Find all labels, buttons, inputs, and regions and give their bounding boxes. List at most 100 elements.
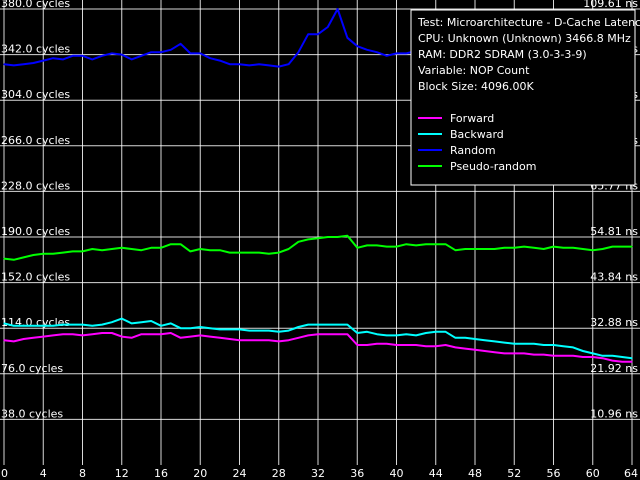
data-point-pseudo-random [327, 236, 329, 238]
y-tick-right-label: 10.96 ns [590, 407, 638, 420]
data-point-backward [42, 325, 44, 327]
data-point-backward [209, 327, 211, 329]
data-point-backward [81, 324, 84, 326]
data-point-backward [415, 334, 417, 336]
x-tick-label: 8 [79, 467, 86, 480]
data-point-backward [170, 322, 172, 324]
y-tick-left-label: 266.0 cycles [1, 134, 70, 147]
data-point-backward [199, 326, 201, 328]
data-point-backward [464, 337, 466, 339]
data-point-pseudo-random [435, 243, 437, 245]
data-point-random [405, 52, 407, 55]
data-point-forward [562, 355, 564, 357]
data-point-forward [180, 337, 182, 339]
series-points-forward [3, 332, 633, 363]
data-point-pseudo-random [13, 259, 15, 261]
data-point-backward [405, 333, 407, 335]
data-point-random [268, 64, 270, 66]
data-point-pseudo-random [513, 247, 515, 249]
data-point-pseudo-random [131, 248, 133, 250]
data-point-forward [484, 350, 486, 352]
x-axis-labels: 0 4 8 12 16 20 24 28 32 36 40 44 48 52 56 60 64 [1, 467, 638, 480]
data-point-pseudo-random [376, 244, 378, 246]
data-point-random [386, 55, 388, 57]
data-point-forward [317, 333, 319, 335]
data-point-random [238, 63, 241, 65]
data-point-forward [503, 352, 505, 354]
data-point-backward [327, 324, 329, 326]
data-point-random [346, 37, 348, 39]
data-point-random [317, 33, 319, 35]
y-axis-left-labels: 380.0 cycles 342.0 cycles 304.0 cycles 266.… [1, 0, 70, 420]
data-point-pseudo-random [572, 247, 574, 249]
data-point-backward [366, 331, 368, 333]
data-point-pseudo-random [395, 246, 398, 248]
data-point-random [3, 63, 5, 65]
data-point-pseudo-random [337, 236, 339, 238]
data-point-forward [42, 336, 44, 338]
data-point-forward [23, 338, 25, 340]
data-point-backward [278, 331, 280, 333]
y-tick-left-label: 228.0 cycles [1, 179, 70, 192]
data-point-forward [81, 334, 84, 336]
data-point-pseudo-random [592, 249, 594, 251]
data-point-forward [415, 344, 417, 346]
data-point-forward [386, 343, 388, 345]
data-point-backward [307, 324, 309, 326]
data-point-random [13, 64, 15, 66]
data-point-pseudo-random [356, 247, 358, 249]
data-point-random [258, 63, 260, 65]
data-point-pseudo-random [297, 241, 299, 243]
data-point-pseudo-random [543, 248, 545, 250]
data-point-forward [32, 337, 35, 339]
data-point-random [209, 57, 211, 59]
x-tick-label: 56 [547, 467, 561, 480]
data-point-backward [356, 332, 358, 334]
grid-lines [0, 0, 640, 465]
data-point-pseudo-random [72, 250, 74, 252]
data-point-backward [562, 345, 564, 347]
data-point-backward [111, 321, 113, 323]
x-tick-label: 36 [350, 467, 364, 480]
data-point-pseudo-random [91, 248, 93, 250]
data-point-forward [376, 343, 378, 345]
data-point-forward [533, 354, 535, 356]
data-point-forward [72, 333, 74, 335]
data-point-backward [543, 344, 545, 346]
data-point-backward [425, 332, 427, 334]
data-point-backward [131, 322, 133, 324]
data-point-random [111, 52, 113, 55]
x-tick-label: 40 [390, 467, 404, 480]
x-tick-label: 32 [311, 467, 325, 480]
data-point-forward [405, 344, 407, 346]
data-point-pseudo-random [386, 246, 388, 248]
x-tick-label: 20 [193, 467, 207, 480]
x-tick-label: 64 [624, 467, 638, 480]
data-point-backward [238, 328, 241, 330]
data-point-forward [395, 344, 398, 346]
series-points-backward [3, 318, 633, 359]
data-point-backward [248, 330, 250, 332]
data-point-backward [395, 334, 398, 336]
data-point-backward [533, 343, 535, 345]
data-point-forward [91, 333, 93, 335]
data-point-backward [621, 356, 623, 358]
y-tick-right-label: 43.84 ns [590, 271, 638, 284]
data-point-pseudo-random [81, 250, 84, 252]
data-point-random [366, 49, 368, 51]
data-point-pseudo-random [317, 237, 319, 239]
data-point-pseudo-random [288, 248, 290, 250]
x-tick-label: 28 [272, 467, 286, 480]
data-point-pseudo-random [248, 252, 250, 254]
data-point-forward [631, 361, 633, 363]
data-point-pseudo-random [464, 248, 466, 250]
x-tick-label: 44 [429, 467, 443, 480]
data-point-random [297, 51, 299, 53]
data-point-backward [474, 338, 476, 340]
data-point-forward [307, 334, 309, 336]
data-point-pseudo-random [346, 235, 348, 237]
info-box-frame [410, 9, 636, 186]
data-point-forward [150, 333, 152, 335]
data-point-forward [219, 337, 221, 339]
data-point-forward [297, 337, 299, 339]
